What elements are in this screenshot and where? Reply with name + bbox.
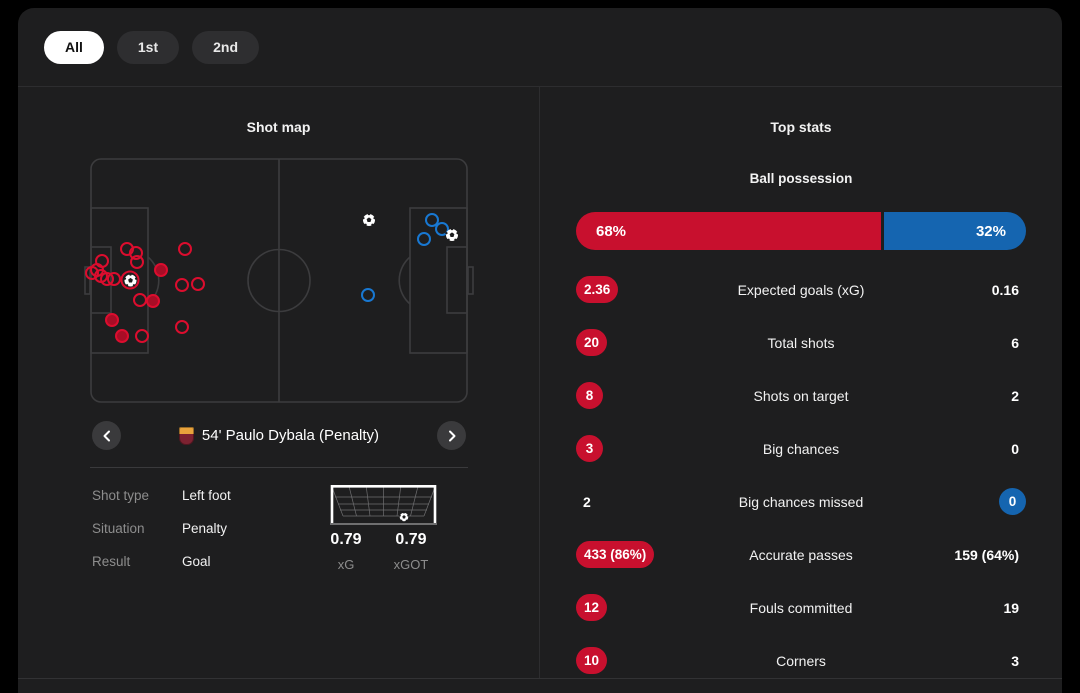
stat-label: Shots on target (753, 387, 849, 404)
shot-details-divider (90, 467, 468, 468)
next-shot-button[interactable] (437, 421, 466, 450)
shot-map-panel: Shot map (18, 94, 539, 670)
stat-home-value: 2.36 (576, 276, 619, 303)
shot-type-row: Shot type Left foot (92, 488, 332, 504)
period-tabbar: All 1st 2nd (18, 8, 1062, 86)
shot-marker[interactable] (106, 272, 121, 287)
stat-rows: 2.36 Expected goals (xG) 0.16 20 Total shots… (576, 263, 1027, 687)
possession-home-value: 68% (596, 222, 627, 240)
shot-marker[interactable] (191, 276, 206, 291)
shot-marker[interactable] (129, 254, 144, 269)
stat-away-value: 159 (64%) (954, 546, 1019, 563)
stat-away-value: 6 (1011, 334, 1019, 351)
pitch (84, 158, 474, 403)
possession-bar: 68% 32% (576, 212, 1026, 250)
stat-row: 12 Fouls committed 19 (576, 581, 1026, 634)
chevron-left-icon (103, 430, 110, 441)
goal-marker[interactable] (444, 228, 459, 242)
stat-label: Fouls committed (749, 599, 853, 616)
goal-marker[interactable] (362, 212, 376, 227)
goal-marker[interactable] (120, 270, 140, 290)
result-label: Result (92, 554, 131, 569)
tabbar-divider (18, 86, 1062, 87)
shot-type-label: Shot type (92, 488, 150, 503)
situation-value: Penalty (182, 521, 228, 536)
stat-away-value: 3 (1011, 652, 1020, 669)
shot-marker[interactable] (424, 212, 439, 227)
tab-2nd[interactable]: 2nd (192, 30, 260, 64)
shot-marker[interactable] (104, 312, 119, 327)
shot-marker[interactable] (434, 221, 449, 236)
possession-away-value: 32% (975, 222, 1006, 240)
chevron-right-icon (448, 430, 455, 441)
xgot-value: 0.79 (395, 531, 427, 548)
stat-row: 433 (86%) Accurate passes 159 (64%) (576, 528, 1026, 581)
match-stats-card: All 1st 2nd Shot map (18, 8, 1062, 693)
xgot-stat: 0.79 xGOT (381, 531, 441, 572)
shot-caption: 54' Paulo Dybala (Penalty) (201, 427, 380, 444)
stat-home-value: 20 (576, 329, 608, 356)
stat-label: Big chances missed (738, 493, 864, 510)
stat-row: 2.36 Expected goals (xG) 0.16 (576, 263, 1026, 316)
as-roma-crest-icon (178, 426, 194, 445)
stat-label: Big chances (762, 440, 840, 457)
xg-label: xG (337, 557, 355, 572)
stat-home-value: 12 (576, 594, 608, 621)
possession-away-segment: 32% (883, 212, 1026, 250)
top-stats-panel: Top stats Ball possession 68% 32% 2.36 Ex… (540, 94, 1062, 674)
shot-marker[interactable] (146, 294, 161, 309)
stat-row: 8 Shots on target 2 (576, 369, 1026, 422)
stat-label: Total shots (767, 334, 835, 351)
stat-home-value: 2 (583, 493, 591, 510)
shot-marker[interactable] (154, 262, 169, 277)
bottom-divider (18, 678, 1062, 679)
shot-nav: 54' Paulo Dybala (Penalty) (90, 421, 468, 451)
shot-marker[interactable] (174, 277, 189, 292)
shot-marker[interactable] (135, 329, 150, 344)
pitch-lines (84, 158, 474, 403)
shot-marker[interactable] (417, 231, 432, 246)
stat-away-value: 0 (999, 488, 1027, 515)
shot-marker[interactable] (132, 293, 147, 308)
result-row: Result Goal (92, 554, 332, 570)
shot-marker[interactable] (177, 241, 192, 256)
panel-divider (539, 86, 540, 678)
shot-marker[interactable] (115, 329, 130, 344)
situation-label: Situation (92, 521, 145, 536)
shot-marker[interactable] (174, 320, 189, 335)
stat-row: 2 Big chances missed 0 (576, 475, 1027, 528)
situation-row: Situation Penalty (92, 521, 332, 537)
possession-home-segment: 68% (576, 212, 881, 250)
xgot-label: xGOT (393, 557, 429, 572)
stat-row: 3 Big chances 0 (576, 422, 1026, 475)
shot-type-value: Left foot (182, 488, 231, 503)
stat-home-value: 10 (576, 647, 608, 674)
stat-label: Accurate passes (749, 546, 853, 563)
xg-value: 0.79 (330, 531, 362, 548)
result-value: Goal (182, 554, 211, 569)
stat-row: 20 Total shots 6 (576, 316, 1026, 369)
xg-stat: 0.79 xG (316, 531, 376, 572)
tab-all[interactable]: All (44, 30, 104, 64)
stat-away-value: 19 (1003, 599, 1020, 616)
stat-label: Expected goals (xG) (737, 281, 865, 298)
shot-map-title: Shot map (246, 119, 311, 135)
goal-ball-icon (399, 509, 410, 527)
shot-caption-row: 54' Paulo Dybala (Penalty) (90, 421, 468, 450)
tab-1st[interactable]: 1st (116, 30, 180, 64)
possession-label: Ball possession (749, 171, 853, 186)
stat-away-value: 0.16 (991, 281, 1019, 298)
stat-home-value: 433 (86%) (576, 541, 655, 568)
shot-marker[interactable] (361, 288, 376, 303)
stat-away-value: 0 (1011, 440, 1019, 457)
stat-home-value: 8 (576, 382, 603, 409)
top-stats-title: Top stats (770, 119, 832, 135)
goal-mouth-graphic (330, 484, 437, 527)
stat-row: 10 Corners 3 (576, 634, 1026, 687)
stat-label: Corners (776, 652, 826, 669)
previous-shot-button[interactable] (92, 421, 121, 450)
stat-away-value: 2 (1011, 387, 1020, 404)
stat-home-value: 3 (576, 435, 603, 462)
